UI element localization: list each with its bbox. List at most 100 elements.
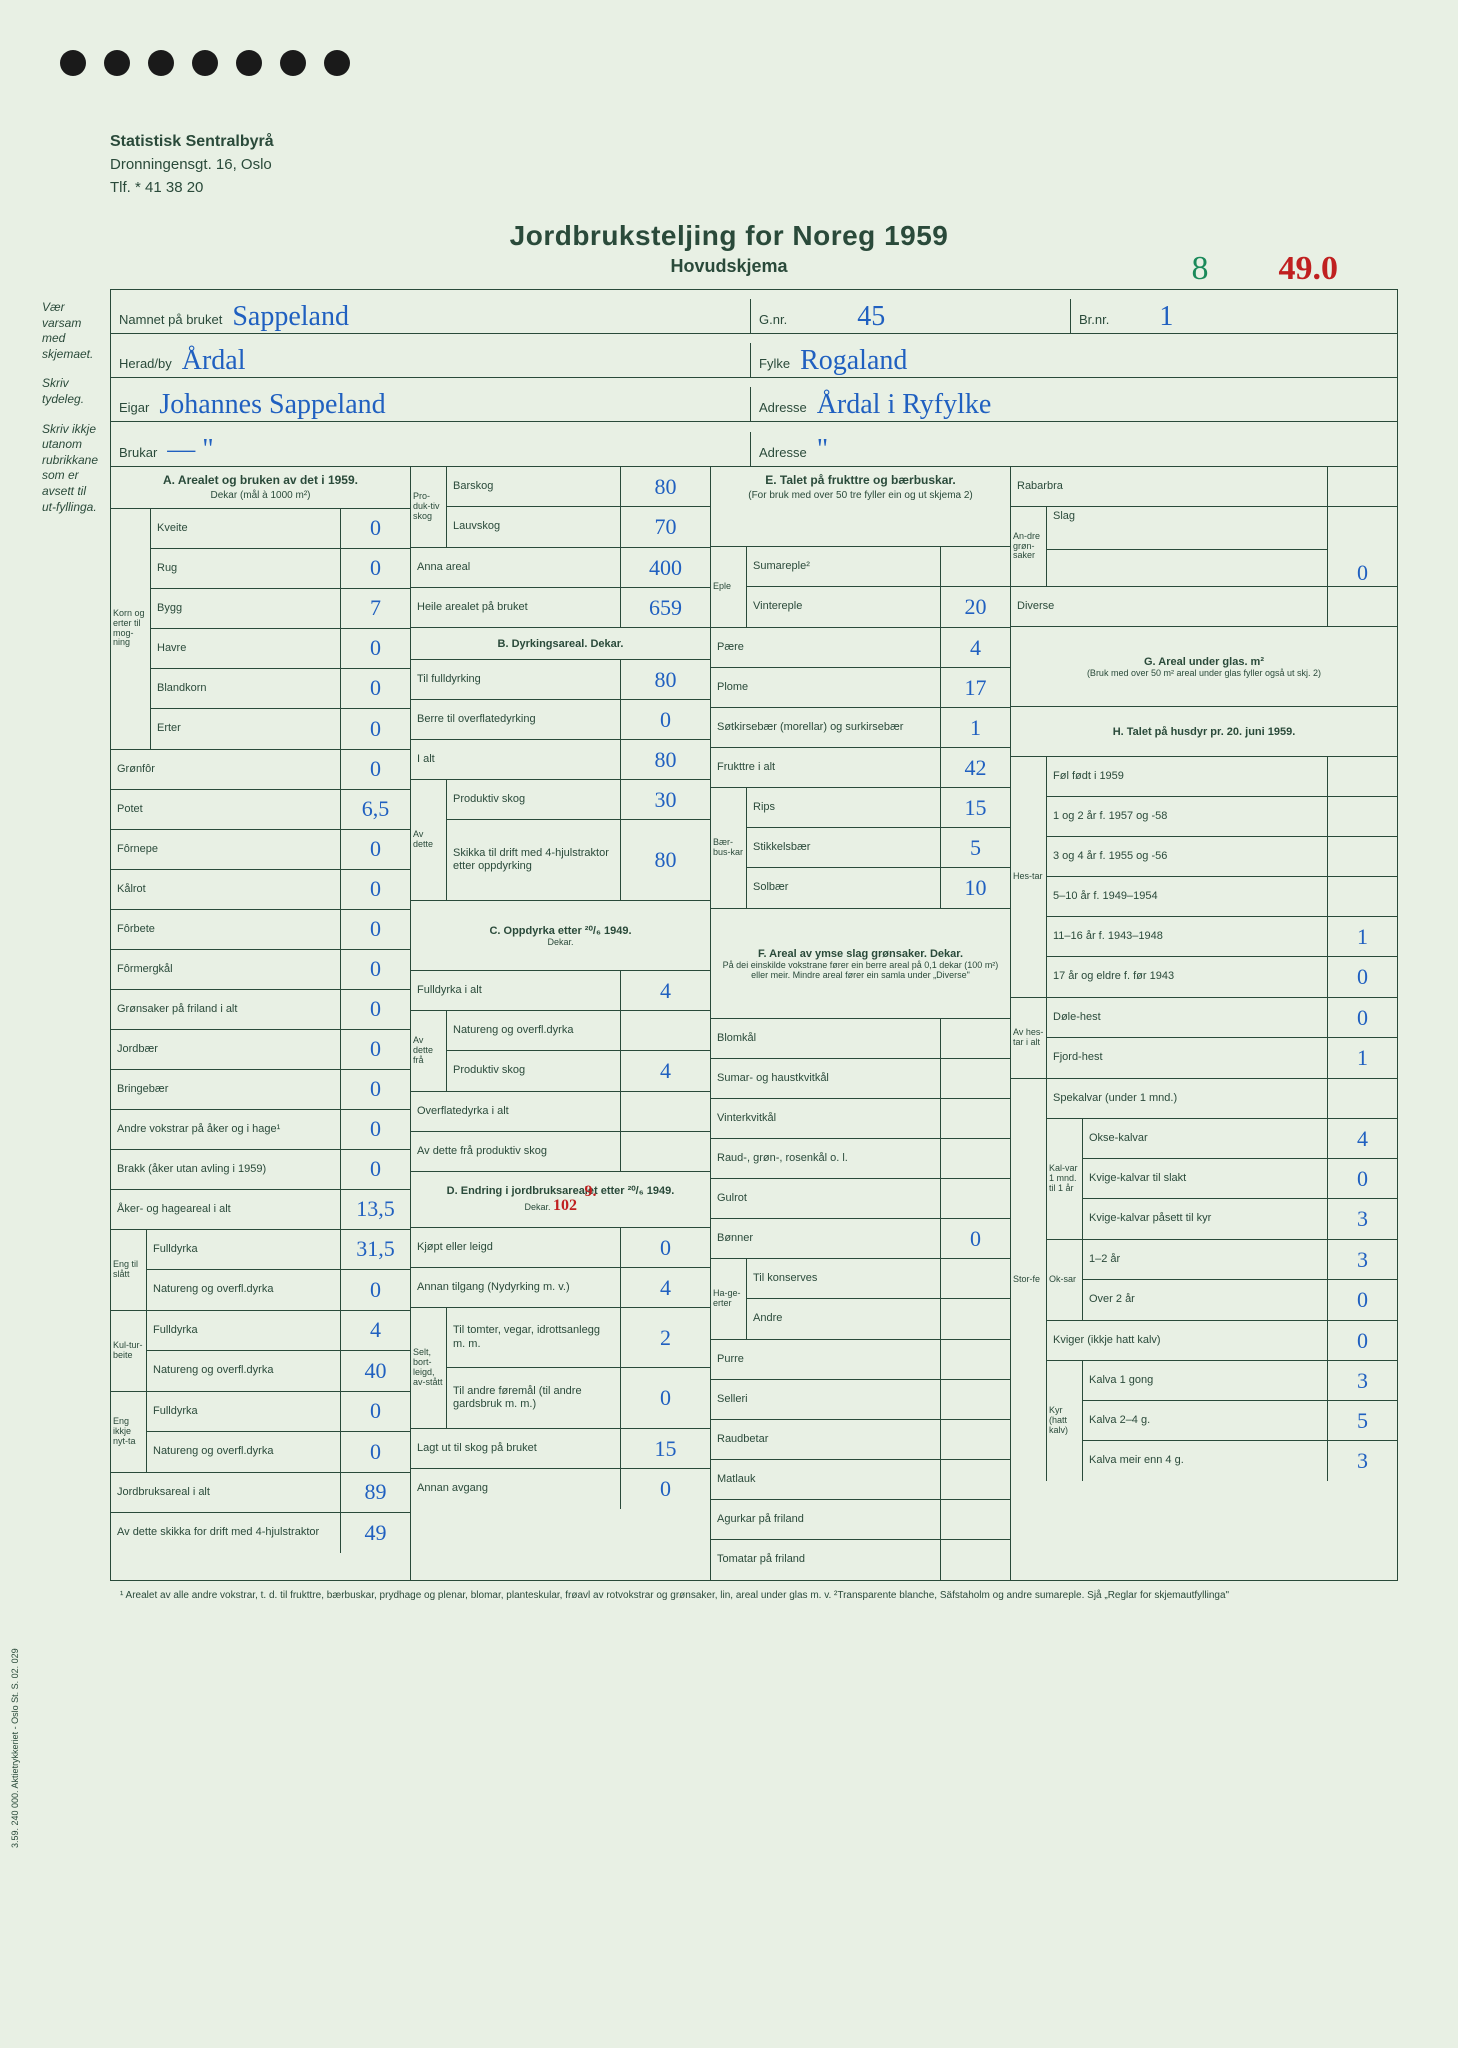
row-label: Brakk (åker utan avling i 1959) xyxy=(111,1150,340,1189)
d-red2: 102 xyxy=(553,1197,577,1214)
row-label: Vintereple xyxy=(747,587,940,627)
column-bcd: Pro-duk-tiv skog Barskog80 Lauvskog70 An… xyxy=(411,467,711,1580)
margin-note: Skriv tydeleg. xyxy=(42,376,102,407)
punch-hole xyxy=(104,50,130,76)
row-label: Blandkorn xyxy=(151,669,340,708)
namnet-label: Namnet på bruket xyxy=(119,312,222,331)
row-value: 0 xyxy=(1357,966,1368,988)
row-value: 0 xyxy=(370,557,381,579)
row-value: 4 xyxy=(660,980,671,1002)
row-label: Kviger (ikkje hatt kalv) xyxy=(1047,1321,1327,1360)
row-value: 0 xyxy=(370,998,381,1020)
row-label: Kveite xyxy=(151,509,340,548)
row-label: Spekalvar (under 1 mnd.) xyxy=(1047,1079,1327,1118)
row-label: 11–16 år f. 1943–1948 xyxy=(1047,917,1327,956)
row-label: Natureng og overfl.dyrka xyxy=(147,1270,340,1310)
main-grid: A. Arealet og bruken av det i 1959. Deka… xyxy=(110,467,1398,1581)
row-label: Andre xyxy=(747,1299,940,1339)
row-label: Erter xyxy=(151,709,340,749)
av-dette-stub: Av dette xyxy=(411,780,447,900)
eng-stub: Eng til slått xyxy=(111,1230,147,1310)
section-g-title: G. Areal under glas. m² xyxy=(1144,656,1264,668)
margin-note: Vær varsam med skjemaet. xyxy=(42,300,102,362)
row-label: Fulldyrka i alt xyxy=(411,971,620,1010)
section-c-sub: Dekar. xyxy=(547,937,573,947)
punch-hole xyxy=(148,50,174,76)
row-label: Andre vokstrar på åker og i hage¹ xyxy=(111,1110,340,1149)
org-phone: Tlf. * 41 38 20 xyxy=(110,177,274,200)
top-annotations: 8 49.0 xyxy=(1192,250,1339,288)
row-value: 0 xyxy=(660,709,671,731)
diverse-label: Diverse xyxy=(1011,587,1327,626)
row-value: 0 xyxy=(370,1118,381,1140)
section-d-head: D. Endring i jordbruksarealet etter ²⁰/₆… xyxy=(411,1172,710,1228)
row-label: Søtkirsebær (morellar) og surkirsebær xyxy=(711,708,940,747)
eigar-label: Eigar xyxy=(119,400,149,419)
row-value: 0 xyxy=(370,1038,381,1060)
row-value: 31,5 xyxy=(356,1238,395,1260)
column-gh: Rabarbra An-dre grøn-saker Slag 0 Divers… xyxy=(1011,467,1397,1580)
selt-stub: Selt, bort-leigd, av-stått xyxy=(411,1308,447,1428)
column-a: A. Arealet og bruken av det i 1959. Deka… xyxy=(111,467,411,1580)
row-label: Sumar- og haustkvitkål xyxy=(711,1059,940,1098)
section-c-head: C. Oppdyrka etter ²⁰/₆ 1949. Dekar. xyxy=(411,901,710,971)
row-label: Jordbær xyxy=(111,1030,340,1069)
row-label: Anna areal xyxy=(411,548,620,587)
row-label: Kalva 1 gong xyxy=(1083,1361,1327,1400)
section-h-head: H. Talet på husdyr pr. 20. juni 1959. xyxy=(1011,707,1397,757)
brukar-value: — " xyxy=(167,436,213,464)
row-value: 0 xyxy=(370,677,381,699)
row-label: Rug xyxy=(151,549,340,588)
row-value: 0 xyxy=(1357,1289,1368,1311)
engikkje-stub: Eng ikkje nyt-ta xyxy=(111,1392,147,1472)
column-ef: E. Talet på frukttre og bærbuskar. (For … xyxy=(711,467,1011,1580)
row-value: 1 xyxy=(1357,1047,1368,1069)
row-value: 1 xyxy=(1357,926,1368,948)
row-value: 0 xyxy=(370,637,381,659)
row-label: Grønfôr xyxy=(111,750,340,789)
row-value: 400 xyxy=(649,557,682,579)
row-value: 30 xyxy=(655,789,677,811)
adresse1-value: Årdal i Ryfylke xyxy=(817,391,992,419)
org-header: Statistisk Sentralbyrå Dronningensgt. 16… xyxy=(110,130,274,199)
annot-green: 8 xyxy=(1192,250,1209,288)
row-value: 0 xyxy=(370,517,381,539)
margin-note: Skriv ikkje utanom rubrikkane som er avs… xyxy=(42,422,102,516)
section-a-sub: Dekar (mål à 1000 m²) xyxy=(115,489,406,502)
punch-hole xyxy=(280,50,306,76)
row-label: Overflatedyrka i alt xyxy=(411,1092,620,1131)
row-label: Til fulldyrking xyxy=(411,660,620,699)
title-main: Jordbruksteljing for Noreg 1959 xyxy=(50,220,1408,252)
row-label: Solbær xyxy=(747,868,940,908)
row-value: 5 xyxy=(1357,1410,1368,1432)
row-label: Barskog xyxy=(447,467,620,506)
oksar-stub: Ok-sar xyxy=(1047,1240,1083,1320)
row-value: 0 xyxy=(370,1158,381,1180)
row-label: 3 og 4 år f. 1955 og -56 xyxy=(1047,837,1327,876)
row-value: 80 xyxy=(655,849,677,871)
row-value: 20 xyxy=(965,596,987,618)
c-av-stub: Av dette frå xyxy=(411,1011,447,1091)
row-label: Fôrmergkål xyxy=(111,950,340,989)
row-label: Bringebær xyxy=(111,1070,340,1109)
row-label: Kvige-kalvar påsett til kyr xyxy=(1083,1199,1327,1239)
section-f-head: F. Areal av ymse slag grønsaker. Dekar. … xyxy=(711,909,1010,1019)
row-label: Produktiv skog xyxy=(447,780,620,819)
row-value: 89 xyxy=(365,1481,387,1503)
row-label: Kålrot xyxy=(111,870,340,909)
row-label: Matlauk xyxy=(711,1460,940,1499)
row-value: 3 xyxy=(1357,1208,1368,1230)
row-label: Av dette frå produktiv skog xyxy=(411,1132,620,1171)
row-label: 1–2 år xyxy=(1083,1240,1327,1279)
row-label: Fôrnepe xyxy=(111,830,340,869)
herad-label: Herad/by xyxy=(119,356,172,375)
korn-stub: Korn og erter til mog-ning xyxy=(111,509,151,749)
row-value: 40 xyxy=(365,1360,387,1382)
row-label: Berre til overflatedyrking xyxy=(411,700,620,739)
row-label: Annan tilgang (Nydyrking m. v.) xyxy=(411,1268,620,1307)
row-label: Okse-kalvar xyxy=(1083,1119,1327,1158)
row-value: 0 xyxy=(370,1400,381,1422)
row-label: Fulldyrka xyxy=(147,1230,340,1269)
fylke-label: Fylke xyxy=(759,356,790,375)
row-value: 0 xyxy=(660,1478,671,1500)
